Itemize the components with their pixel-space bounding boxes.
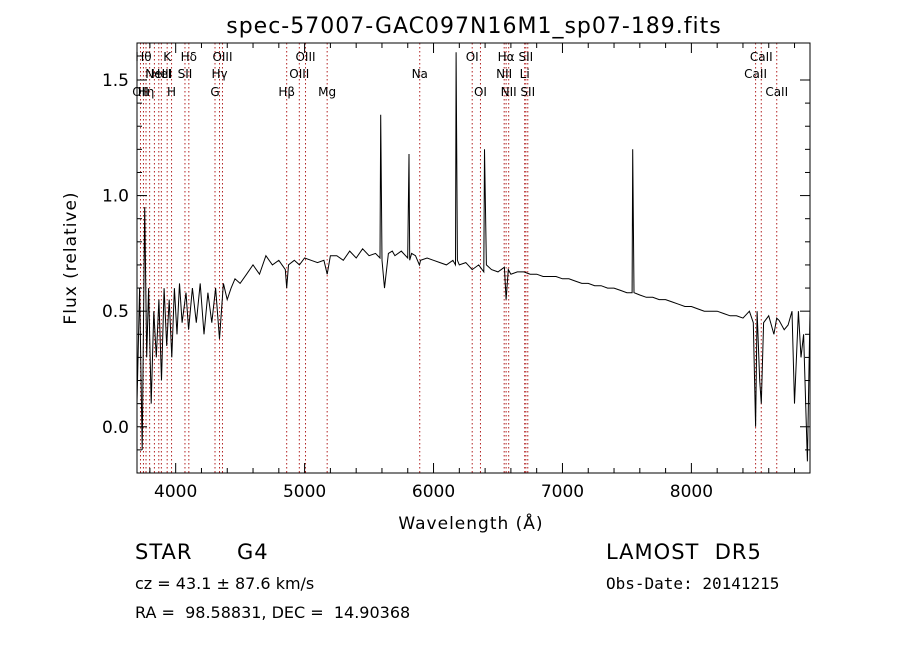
marker-label: G <box>210 85 219 99</box>
marker-label: OI <box>474 85 487 99</box>
x-tick-label: 5000 <box>283 482 326 502</box>
coordinates: RA = 98.58831, DEC = 14.90368 <box>135 603 411 622</box>
marker-label: NII <box>501 85 517 99</box>
y-tick-label: 1.0 <box>102 187 129 207</box>
marker-label: Hη <box>138 85 155 99</box>
marker-label: OI <box>466 50 479 64</box>
marker-label: CaII <box>765 85 788 99</box>
obs-date: Obs-Date: 20141215 <box>606 574 780 593</box>
marker-label: OII <box>132 85 149 99</box>
spectral-subclass: G4 <box>237 540 269 564</box>
y-axis: 0.0 0.5 1.0 1.5 <box>102 71 810 451</box>
marker-label: CaII <box>750 50 773 64</box>
marker-label: CaII <box>744 67 767 81</box>
survey-label: LAMOST DR5 <box>606 540 762 564</box>
redshift-text: cz = 43.1 ± 87.6 km/s <box>135 574 315 593</box>
marker-label: Hγ <box>211 67 227 81</box>
marker-label: OIII <box>289 67 309 81</box>
marker-label: OIII <box>212 50 232 64</box>
y-tick-label: 0.0 <box>102 418 129 438</box>
marker-label: Li <box>520 67 530 81</box>
chart-title: spec-57007-GAC097N16M1_sp07-189.fits <box>226 14 722 39</box>
marker-label: OIII <box>295 50 315 64</box>
marker-label: Hα <box>498 50 515 64</box>
marker-label: SII <box>178 67 193 81</box>
x-axis: 4000 5000 6000 7000 8000 <box>149 43 796 502</box>
emission-line-markers <box>139 43 778 473</box>
marker-label: SII <box>518 50 533 64</box>
marker-label: SII <box>520 85 535 99</box>
marker-label: K <box>163 50 172 64</box>
marker-label: Hθ <box>135 50 151 64</box>
marker-label: H <box>167 85 176 99</box>
marker-label: Hδ <box>181 50 197 64</box>
y-tick-label: 1.5 <box>102 71 129 91</box>
plot-frame <box>136 42 811 474</box>
x-tick-label: 7000 <box>541 482 584 502</box>
x-axis-label: Wavelength (Å) <box>398 512 543 534</box>
marker-label: NeIII <box>145 67 172 81</box>
spectrum-series-line <box>136 52 811 462</box>
emission-line-labels: OIIHθHηNeIIIHeIKHSIIHδGHγOIIIHβOIIIOIIIM… <box>132 50 788 99</box>
x-tick-label: 4000 <box>154 482 197 502</box>
marker-label: Hβ <box>278 85 295 99</box>
y-axis-label: Flux (relative) <box>61 191 81 324</box>
marker-label: Mg <box>318 85 336 99</box>
marker-label: NII <box>496 67 512 81</box>
x-tick-label: 6000 <box>412 482 455 502</box>
marker-label: Na <box>412 67 428 81</box>
y-tick-label: 0.5 <box>102 302 129 322</box>
marker-label: HeI <box>151 67 171 81</box>
x-tick-label: 8000 <box>670 482 713 502</box>
object-class: STAR <box>135 540 193 564</box>
